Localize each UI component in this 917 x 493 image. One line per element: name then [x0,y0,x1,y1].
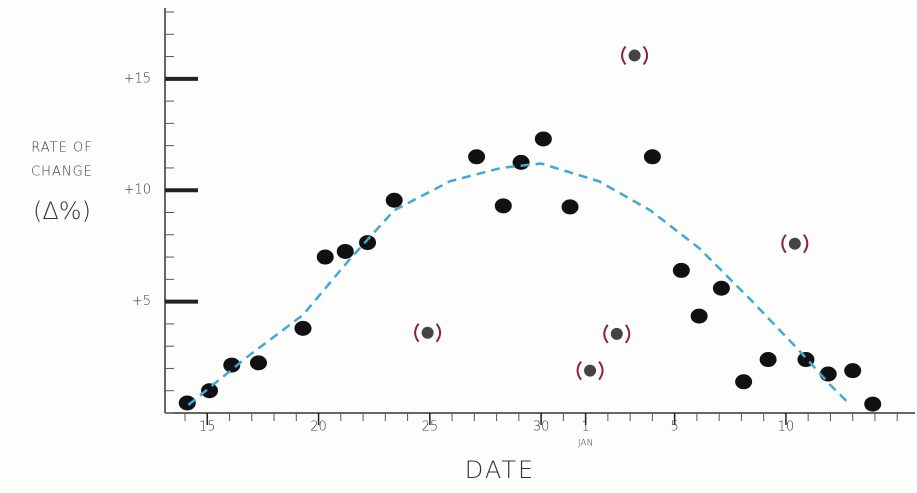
x-tick-label: 5 [671,420,679,435]
data-point [316,249,334,265]
outlier-point [610,327,623,340]
x-tick-label: 15 [199,420,216,435]
data-point [844,363,862,379]
y-tick-label: +10 [124,183,151,198]
data-point [759,352,777,368]
data-point [735,374,753,390]
data-point [336,243,354,259]
x-tick-label: 30 [533,420,550,435]
bracket [781,234,809,254]
y-tick-label: +15 [124,71,151,86]
y-axis-label: RATE OF [31,141,92,156]
bracket [414,323,442,343]
data-point [712,280,730,296]
x-tick-label: 1 [581,420,589,435]
data-point [561,199,579,215]
x-axis-label: DATE [465,456,535,484]
data-point [864,396,882,412]
y-tick-label: +5 [132,294,151,309]
x-tick-label: 10 [778,420,795,435]
outlier-point [584,364,597,377]
data-point [468,149,486,165]
y-axis-unit: (Δ%) [33,197,91,225]
trend-line [187,162,852,406]
data-point [223,357,241,373]
data-point [201,383,219,399]
data-point [385,192,403,208]
data-point [294,320,312,336]
outlier-point [788,237,801,250]
annotation: JAN [578,439,593,449]
y-axis-label: CHANGE [31,165,93,180]
data-point [690,308,708,324]
data-point [534,131,552,147]
data-point [819,366,837,382]
data-point [178,395,196,411]
data-point [643,149,661,165]
data-point [249,355,267,371]
data-point [359,235,377,251]
bracket [603,324,631,344]
outlier-point [628,49,641,62]
bracket [621,45,649,66]
x-tick-label: 20 [310,420,327,435]
x-tick-label: 25 [422,420,439,435]
outlier-point [421,326,434,339]
data-point [494,198,512,214]
data-point [512,154,530,170]
bracket [576,361,604,381]
data-point [672,262,690,278]
